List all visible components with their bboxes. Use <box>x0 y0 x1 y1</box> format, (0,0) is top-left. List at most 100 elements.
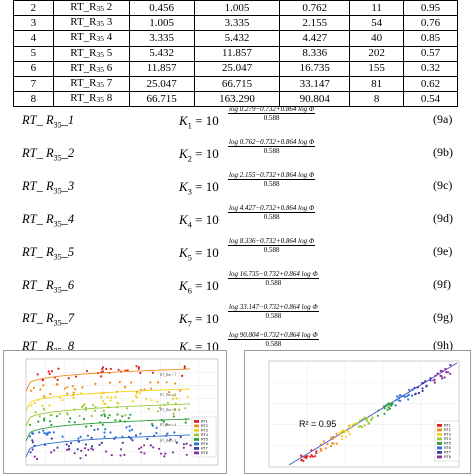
scatter-point <box>386 404 389 407</box>
scatter-point <box>33 401 36 405</box>
scatter-point <box>74 388 77 391</box>
scatter-point <box>411 388 414 391</box>
r-squared-cell: 0.57 <box>403 45 458 62</box>
scatter-point <box>101 368 104 371</box>
scatter-point <box>119 448 123 451</box>
scatter-point <box>149 444 152 447</box>
scatter-point <box>103 431 106 434</box>
scatter-point <box>48 404 51 407</box>
equation-rock-type-label: RT_ R35_1 <box>22 113 75 130</box>
scatter-point <box>47 431 50 434</box>
equation-permeability-lhs: K3 = 10 <box>179 179 219 197</box>
equation-rock-type-label: RT_ R35_2 <box>22 146 75 163</box>
legend-label: RT4 <box>201 433 208 437</box>
scatter-point <box>155 426 158 429</box>
scatter-point <box>67 377 70 380</box>
equation-permeability-lhs: K4 = 10 <box>179 212 219 230</box>
scatter-point <box>85 369 89 373</box>
scatter-point <box>173 408 176 411</box>
rock-type-name-cell: RT_R35 7 <box>52 75 130 93</box>
scatter-point <box>130 381 133 384</box>
exponent-denominator: 0.588 <box>265 279 282 287</box>
mean-value-cell: 0.762 <box>279 0 351 17</box>
scatter-point <box>138 392 141 395</box>
sample-count-cell: 11 <box>349 0 405 17</box>
equation-number: (9d) <box>433 211 453 225</box>
scatter-point <box>63 387 66 390</box>
scatter-point <box>134 394 137 398</box>
scatter-point <box>90 436 93 439</box>
scatter-point <box>31 439 34 442</box>
scatter-point <box>421 389 424 393</box>
upper-bound-cell: 1.005 <box>193 0 281 17</box>
scatter-point <box>370 418 373 421</box>
rock-type-name-cell: RT_R35 3 <box>52 15 130 32</box>
scatter-point <box>443 376 446 379</box>
scatter-point <box>398 394 402 397</box>
scatter-point <box>168 391 171 394</box>
scatter-point <box>363 416 366 419</box>
scatter-point <box>166 432 169 435</box>
row-number-cell: 3 <box>13 15 54 32</box>
scatter-point <box>71 385 74 388</box>
scatter-point <box>127 417 130 420</box>
scatter-point <box>140 451 143 454</box>
scatter-point <box>156 400 159 403</box>
scatter-point <box>124 414 127 417</box>
scatter-point <box>343 431 346 434</box>
r-squared-cell: 0.54 <box>403 91 458 108</box>
scatter-point <box>38 415 41 418</box>
scatter-point <box>182 446 185 449</box>
table-row: 8 RT_R35 8 66.715 163.290 90.804 8 0.54 <box>13 91 458 108</box>
scatter-point <box>78 414 81 418</box>
exponent-denominator: 0.588 <box>265 312 282 320</box>
exponent-denominator: 0.588 <box>265 340 282 348</box>
scatter-point <box>171 451 175 454</box>
scatter-point <box>320 449 323 452</box>
scatter-point <box>82 417 86 421</box>
legend-swatch <box>437 446 442 450</box>
scatter-point <box>383 412 386 415</box>
exponent-denominator: 0.588 <box>263 246 280 254</box>
exponent-numerator: log 90.804−0.732+0.864 log Φ <box>228 331 319 340</box>
sample-count-cell: 54 <box>349 15 405 32</box>
mean-value-cell: 2.155 <box>279 15 351 32</box>
scatter-point <box>72 391 75 394</box>
scatter-point <box>104 428 107 431</box>
scatter-point <box>48 372 51 375</box>
scatter-point <box>84 454 87 457</box>
scatter-point <box>315 450 318 453</box>
legend-swatch <box>437 437 442 441</box>
scatter-point <box>306 454 309 458</box>
row-number-cell: 5 <box>13 45 54 62</box>
scatter-point <box>33 455 36 458</box>
legend-box <box>434 420 460 462</box>
scatter-point <box>344 429 347 432</box>
legend-swatch <box>437 433 442 436</box>
scatter-point <box>339 431 342 434</box>
equation-number: (9a) <box>433 112 453 126</box>
left-plot: RT_Rm = 7 RT_Rm = 6 RT_Rm = 5 RT_Rm = 4 RT_R… <box>4 351 226 473</box>
scatter-point <box>184 407 187 410</box>
scatter-point <box>30 389 33 392</box>
scatter-point <box>359 425 362 428</box>
legend-label: RT2 <box>444 428 451 432</box>
legend-label: RT5 <box>444 442 451 446</box>
scatter-point <box>32 386 36 389</box>
scatter-point <box>429 379 432 382</box>
scatter-point <box>75 375 78 378</box>
scatter-point <box>35 457 39 461</box>
scatter-point <box>41 404 44 407</box>
legend-label: RT7 <box>444 451 451 455</box>
legend-swatch <box>194 429 199 432</box>
equation-number: (9g) <box>433 310 453 324</box>
scatter-point <box>389 403 392 407</box>
scatter-point <box>335 432 338 435</box>
scatter-point <box>65 443 68 446</box>
scatter-point <box>29 451 32 454</box>
legend-swatch <box>437 424 442 427</box>
sample-count-cell: 202 <box>349 45 405 62</box>
plot-frame <box>268 360 460 468</box>
scatter-point <box>151 424 154 427</box>
